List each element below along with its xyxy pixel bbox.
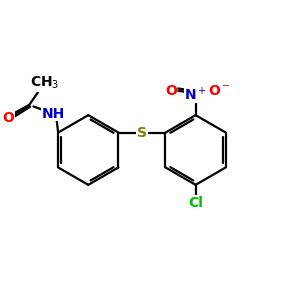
Text: O: O xyxy=(2,111,14,125)
Text: CH$_3$: CH$_3$ xyxy=(30,75,60,92)
Text: S: S xyxy=(137,126,147,140)
Text: O$^-$: O$^-$ xyxy=(208,84,231,98)
Text: O: O xyxy=(165,84,177,98)
Text: Cl: Cl xyxy=(188,196,203,210)
Text: N$^+$: N$^+$ xyxy=(184,85,207,103)
Text: NH: NH xyxy=(42,107,65,121)
